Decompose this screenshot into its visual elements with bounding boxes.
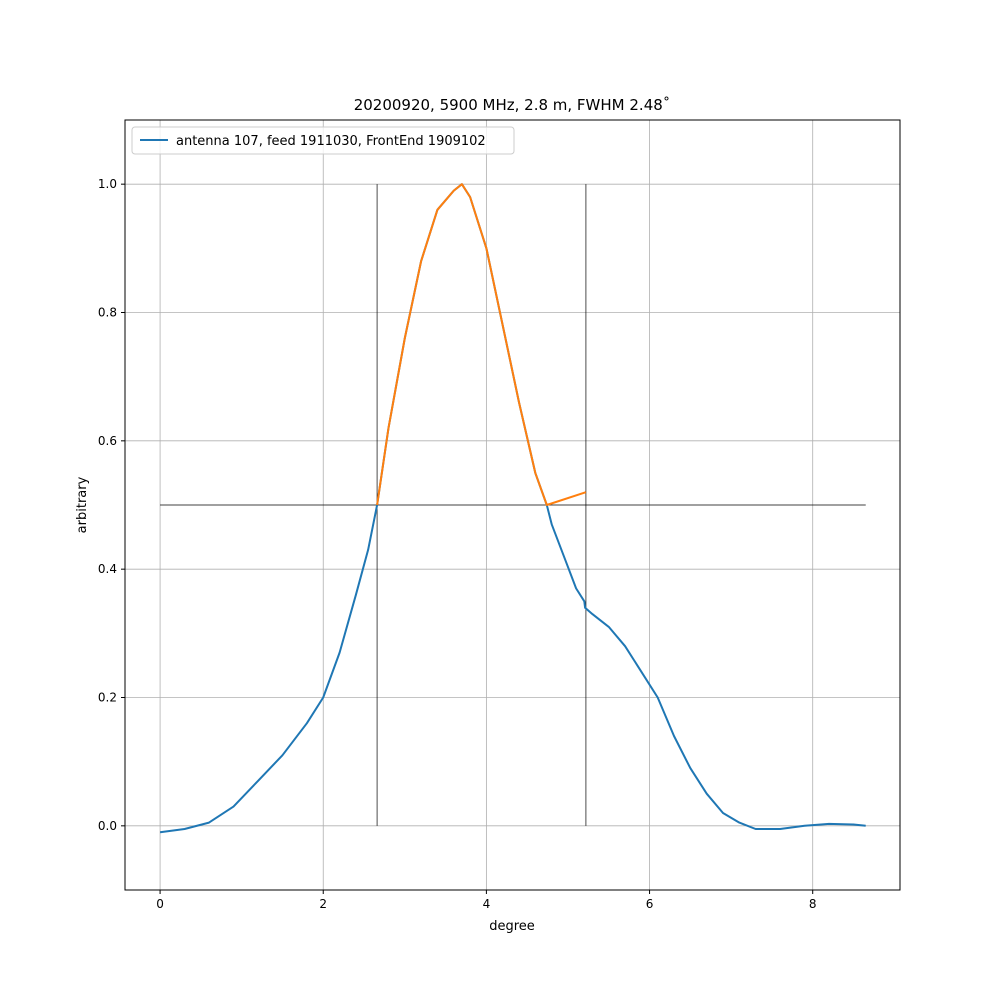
fwhm-fit-series-line [376,183,587,506]
x-tick-label: 2 [319,897,327,911]
y-tick-label: 0.2 [98,691,117,705]
y-tick-label: 0.6 [98,434,117,448]
x-axis-label: degree [489,919,535,934]
legend-entry-label: antenna 107, feed 1911030, FrontEnd 1909… [176,134,486,149]
x-tick-label: 8 [809,897,817,911]
y-tick-label: 1.0 [98,177,117,191]
plot-frame [124,119,901,891]
ticks: 0 2 4 6 8 0.0 0.2 0.4 0.6 0.8 1.0 [98,177,817,911]
y-axis-label: arbitrary [75,476,90,533]
x-tick-label: 4 [483,897,491,911]
x-tick-label: 6 [646,897,654,911]
y-tick-label: 0.4 [98,562,117,576]
y-tick-label: 0.0 [98,819,117,833]
chart-title: 20200920, 5900 MHz, 2.8 m, FWHM 2.48˚ [354,96,671,114]
legend: antenna 107, feed 1911030, FrontEnd 1909… [131,126,515,155]
legend-box [131,126,515,155]
x-tick-label: 0 [156,897,164,911]
series-layer [159,183,866,834]
y-tick-label: 0.8 [98,306,117,320]
